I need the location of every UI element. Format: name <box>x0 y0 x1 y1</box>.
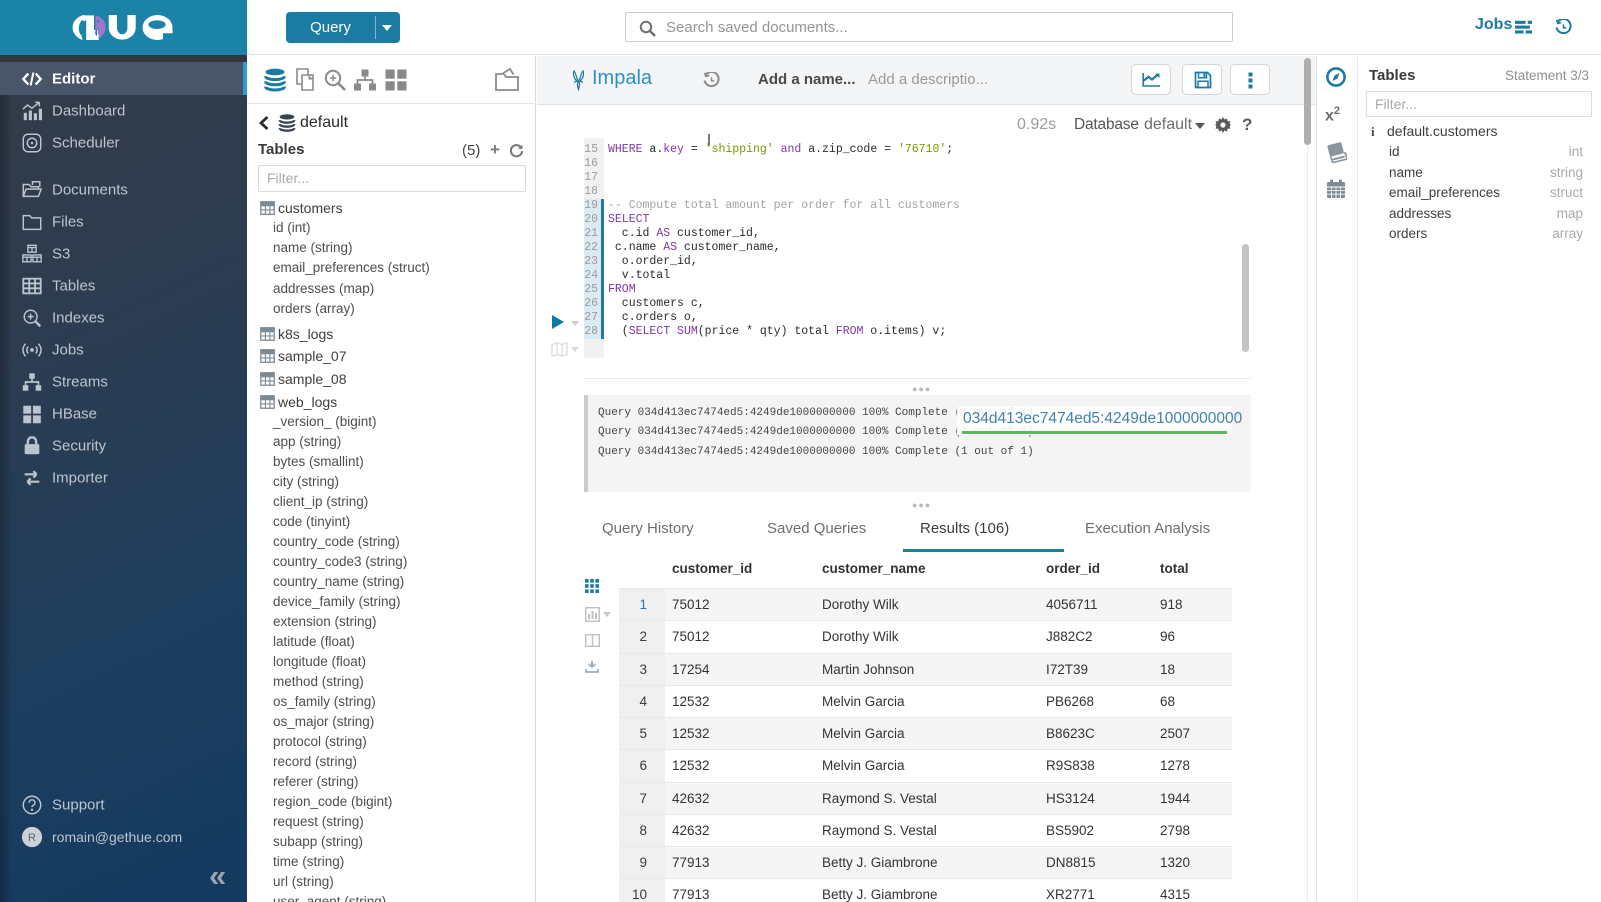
svg-text:R: R <box>28 832 36 844</box>
